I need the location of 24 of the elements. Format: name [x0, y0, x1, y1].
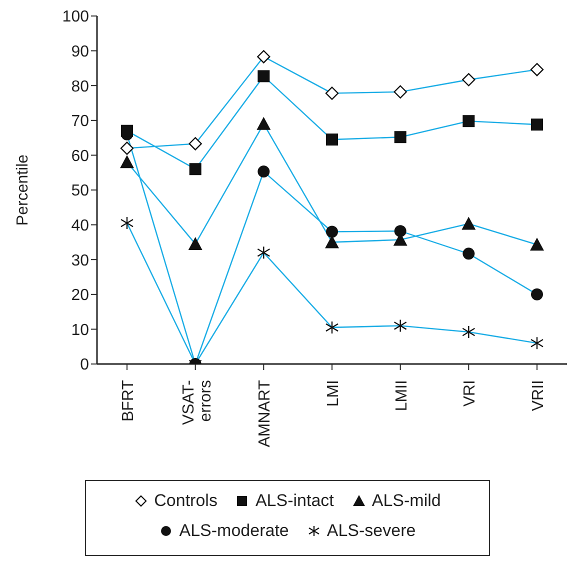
x-tick-label: LMII	[393, 380, 410, 412]
y-tick-label: 40	[71, 217, 90, 234]
y-tick-label: 0	[80, 356, 90, 374]
x-tick-label: VRII	[530, 380, 547, 412]
y-axis-title: Percentile	[14, 154, 32, 226]
legend-label: ALS-intact	[254, 491, 334, 511]
y-tick-label: 10	[71, 322, 90, 339]
y-tick-label: 50	[71, 182, 90, 200]
y-tick-label: 100	[62, 8, 90, 26]
y-tick-label: 20	[71, 287, 90, 304]
legend-label: ALS-severe	[326, 521, 416, 541]
y-tick-label: 30	[71, 252, 90, 270]
x-tick-label: VSAT-errors	[180, 380, 214, 426]
legend-label: ALS-mild	[370, 491, 441, 511]
x-tick-label: VRI	[462, 380, 479, 407]
y-tick-label: 60	[71, 148, 90, 165]
y-tick-label: 90	[71, 43, 90, 60]
y-tick-label: 70	[71, 113, 90, 130]
x-tick-label: AMNART	[256, 380, 274, 448]
legend-label: ALS-moderate	[178, 521, 289, 541]
x-tick-label: LMI	[325, 380, 342, 407]
x-tick-label: BFRT	[120, 380, 137, 422]
legend-label: Controls	[153, 491, 218, 511]
y-tick-label: 80	[71, 78, 90, 96]
